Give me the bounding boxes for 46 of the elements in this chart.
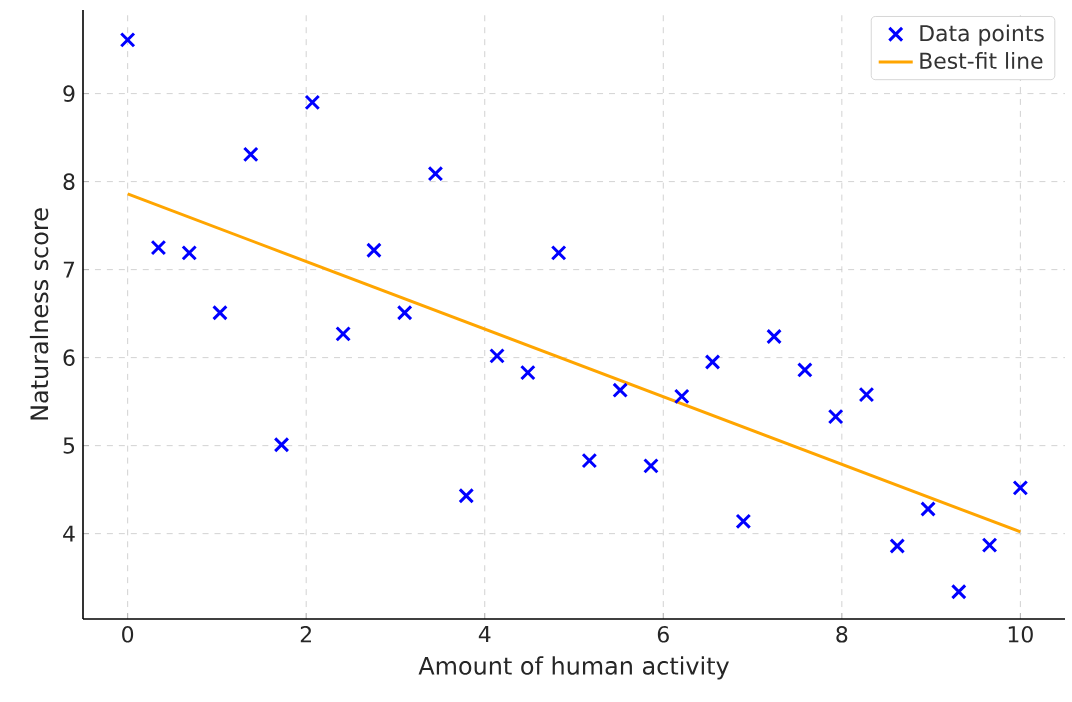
point <box>581 452 598 469</box>
point <box>181 245 198 261</box>
point <box>889 538 906 554</box>
point <box>458 487 475 504</box>
x-tick-label: 2 <box>300 626 311 643</box>
y-tick-label: 9 <box>63 85 75 102</box>
point <box>981 537 998 553</box>
point <box>766 328 782 345</box>
x-tick-label: 10 <box>1008 626 1033 643</box>
point <box>119 32 136 48</box>
point <box>735 513 752 530</box>
legend-label: Data points <box>920 24 1044 46</box>
point <box>212 304 228 321</box>
legend-label: Best-fit line <box>920 52 1043 70</box>
point <box>858 386 875 403</box>
y-tick-label: 6 <box>63 349 75 366</box>
point <box>427 165 444 182</box>
point <box>242 146 259 163</box>
y-axis-title: Naturalness score <box>29 208 49 420</box>
point <box>612 382 629 399</box>
point <box>827 408 844 425</box>
point <box>920 501 936 517</box>
x-tick-label: 4 <box>478 626 491 643</box>
point <box>704 354 721 370</box>
y-tick-label: 4 <box>63 525 75 542</box>
point <box>335 325 352 342</box>
point <box>519 364 536 381</box>
y-tick-label: 8 <box>63 173 75 190</box>
point <box>489 347 505 364</box>
x-tick-label: 8 <box>836 626 848 643</box>
point <box>396 304 413 321</box>
x-tick-label: 0 <box>122 626 134 643</box>
point <box>304 94 321 111</box>
point <box>797 362 813 378</box>
x-tick-label: 6 <box>657 626 669 643</box>
point <box>950 583 967 600</box>
y-tick-label: 5 <box>63 437 75 454</box>
point <box>273 436 290 453</box>
point <box>1012 480 1029 496</box>
x-axis-title: Amount of human activity <box>418 656 729 680</box>
point <box>366 242 382 259</box>
point <box>550 245 567 261</box>
y-tick-label: 7 <box>63 261 75 278</box>
point <box>643 458 659 474</box>
point <box>673 388 690 405</box>
point <box>150 239 167 256</box>
